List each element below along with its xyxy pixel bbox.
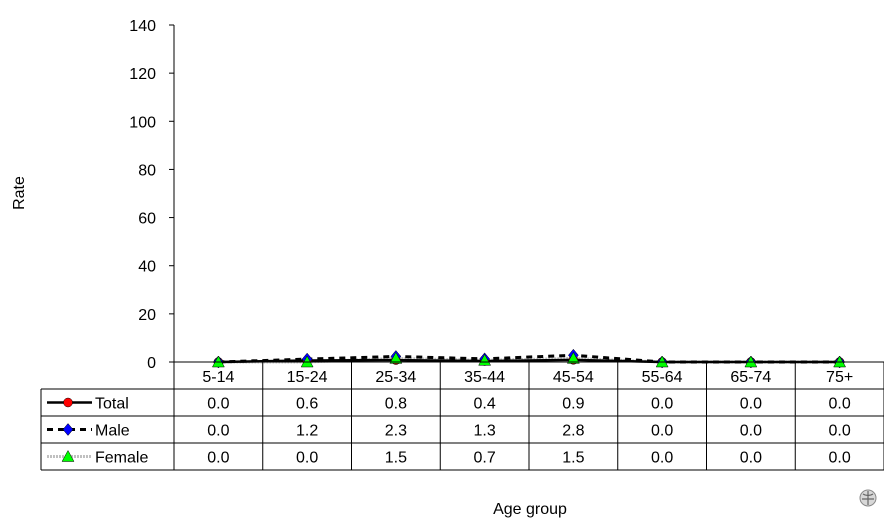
y-axis: 0 20 40 60 80 100 120 140 bbox=[129, 18, 175, 372]
table-cell-value: 0.0 bbox=[740, 423, 762, 440]
table-cell-value: 1.5 bbox=[562, 450, 584, 467]
y-tick-label: 80 bbox=[138, 162, 156, 179]
legend-label: Male bbox=[95, 423, 130, 440]
table-cell-value: 0.0 bbox=[829, 450, 851, 467]
table-cell-value: 0.0 bbox=[296, 450, 318, 467]
table-cell-value: 0.0 bbox=[207, 450, 229, 467]
y-tick-label: 40 bbox=[138, 259, 156, 276]
x-axis-label: Age group bbox=[493, 501, 567, 518]
data-point bbox=[566, 351, 580, 364]
y-tick-label: 100 bbox=[129, 114, 156, 131]
legend-marker bbox=[62, 423, 74, 436]
category-label: 35-44 bbox=[464, 369, 505, 386]
legend-marker bbox=[63, 397, 73, 408]
y-tick-label: 0 bbox=[147, 355, 156, 372]
table-cell-value: 1.2 bbox=[296, 423, 318, 440]
category-label: 75+ bbox=[826, 369, 853, 386]
table-cell-value: 0.0 bbox=[740, 396, 762, 413]
who-emblem-icon bbox=[859, 489, 877, 507]
table-cell-value: 0.0 bbox=[740, 450, 762, 467]
data-point bbox=[389, 351, 403, 364]
y-tick-label: 140 bbox=[129, 18, 156, 35]
category-label: 25-34 bbox=[375, 369, 416, 386]
table-cell-value: 0.7 bbox=[474, 450, 496, 467]
table-cell-value: 2.8 bbox=[562, 423, 584, 440]
table-cell-value: 2.3 bbox=[385, 423, 407, 440]
category-label: 65-74 bbox=[730, 369, 771, 386]
category-label: 15-24 bbox=[287, 369, 328, 386]
data-table: 5-14 15-24 25-34 35-44 45-54 55-64 65-74 75+ Tot… bbox=[40, 361, 884, 471]
category-label: 45-54 bbox=[553, 369, 594, 386]
y-tick-label: 120 bbox=[129, 66, 156, 83]
category-label: 55-64 bbox=[642, 369, 683, 386]
table-cell-value: 0.0 bbox=[829, 423, 851, 440]
y-tick-label: 20 bbox=[138, 307, 156, 324]
data-point bbox=[478, 353, 492, 366]
legend-label: Total bbox=[95, 396, 129, 413]
table-cell-value: 0.0 bbox=[651, 423, 673, 440]
table-cell-value: 1.5 bbox=[385, 450, 407, 467]
category-label: 5-14 bbox=[202, 369, 234, 386]
legend-label: Female bbox=[95, 450, 148, 467]
table-cell-value: 1.3 bbox=[474, 423, 496, 440]
table-cell-value: 0.6 bbox=[296, 396, 318, 413]
legend-marker bbox=[61, 449, 75, 462]
table-cell-value: 0.0 bbox=[651, 396, 673, 413]
table-cell-value: 0.0 bbox=[829, 396, 851, 413]
table-cell-value: 0.4 bbox=[474, 396, 496, 413]
table-cell-value: 0.0 bbox=[207, 396, 229, 413]
y-tick-label: 60 bbox=[138, 211, 156, 228]
table-cell-value: 0.8 bbox=[385, 396, 407, 413]
y-axis-label: Rate bbox=[11, 176, 28, 210]
table-cell-value: 0.9 bbox=[562, 396, 584, 413]
table-cell-value: 0.0 bbox=[207, 423, 229, 440]
table-cell-value: 0.0 bbox=[651, 450, 673, 467]
